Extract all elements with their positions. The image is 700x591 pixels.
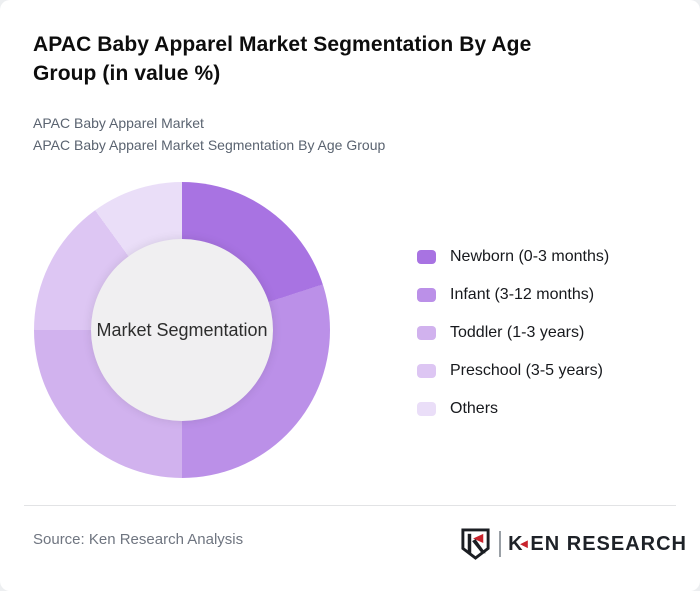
legend-swatch-icon (417, 250, 436, 264)
donut-center: Market Segmentation (91, 239, 273, 421)
legend-label: Others (450, 400, 499, 417)
logo-separator (499, 531, 502, 557)
subtitle-line-2: APAC Baby Apparel Market Segmentation By… (33, 137, 386, 153)
legend-swatch-icon (417, 326, 436, 340)
legend-swatch-icon (417, 364, 436, 378)
subtitle-line-1: APAC Baby Apparel Market (33, 115, 204, 131)
title-line-1: APAC Baby Apparel Market Segmentation By… (33, 33, 532, 56)
page-title: APAC Baby Apparel Market Segmentation By… (33, 30, 531, 88)
ken-research-logo: K◄EN RESEARCH (459, 527, 687, 561)
legend-swatch-icon (417, 402, 436, 416)
legend-item: Others (417, 400, 609, 418)
legend-item: Preschool (3-5 years) (417, 362, 609, 380)
legend-label: Preschool (3-5 years) (450, 362, 603, 379)
donut-center-label: Market Segmentation (96, 319, 268, 340)
chart-subtitle: APAC Baby Apparel Market APAC Baby Appar… (33, 112, 385, 156)
source-text: Source: Ken Research Analysis (33, 531, 244, 548)
chart-legend: Newborn (0-3 months) Infant (3-12 months… (417, 248, 609, 418)
legend-item: Infant (3-12 months) (417, 286, 609, 304)
red-triangle-icon: ◄ (517, 535, 532, 551)
legend-item: Newborn (0-3 months) (417, 248, 609, 266)
legend-label: Newborn (0-3 months) (450, 248, 610, 265)
logo-text: K◄EN RESEARCH (508, 532, 687, 555)
legend-label: Infant (3-12 months) (450, 286, 595, 303)
ken-research-shield-icon (461, 528, 490, 560)
footer-divider (24, 505, 676, 506)
title-line-2: Group (in value %) (33, 62, 221, 85)
legend-item: Toddler (1-3 years) (417, 324, 609, 342)
legend-label: Toddler (1-3 years) (450, 324, 585, 341)
legend-swatch-icon (417, 288, 436, 302)
donut-chart: Market Segmentation (34, 182, 330, 478)
